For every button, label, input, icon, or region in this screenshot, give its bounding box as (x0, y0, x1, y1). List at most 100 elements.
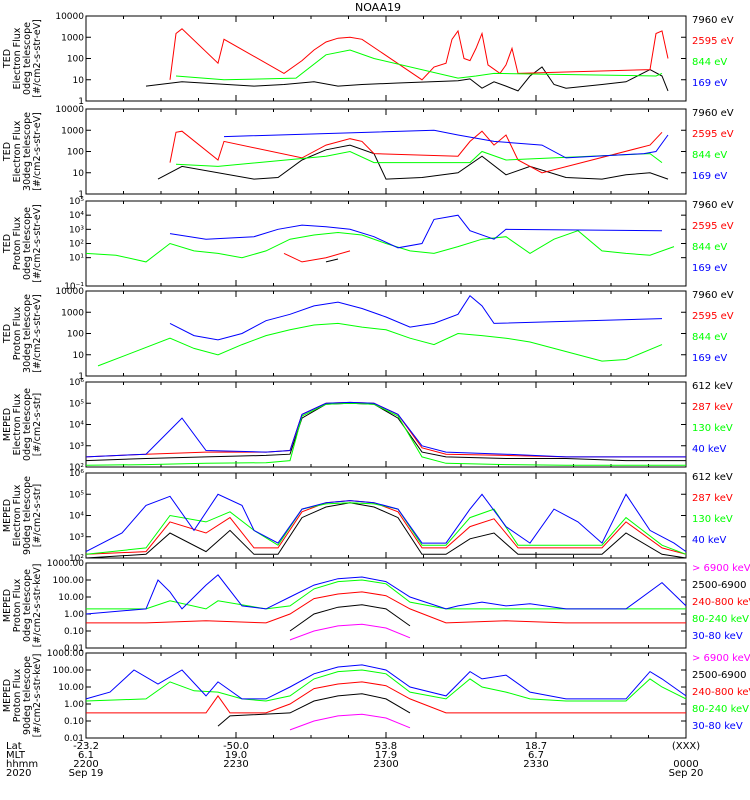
panel-frame (85, 652, 687, 739)
y-tick-label: 1000.00 (47, 649, 84, 659)
series-844-ev (175, 150, 663, 167)
y-axis-label: TEDProton Flux0deg telescope[#/cm2-s-str… (2, 204, 43, 283)
y-tick-label: 1 (78, 190, 84, 200)
y-axis-label: TEDProton Flux30deg telescope[#/cm2-s-st… (2, 294, 43, 373)
series-130-kev (85, 402, 686, 466)
legend-entry: 7960 eV (692, 290, 734, 301)
y-tick-label: 10000 (55, 105, 84, 115)
y-tick-label: 10⁴ (69, 211, 84, 221)
footer-row-label: hhmm (6, 759, 38, 770)
legend-entry: 7960 eV (692, 15, 734, 26)
y-axis-label-line: Proton Flux (12, 578, 23, 632)
legend-entry: 80-240 keV (692, 704, 749, 715)
footer-value: 6.1 (78, 750, 94, 761)
legend-entry: 169 eV (692, 263, 727, 274)
legend-entry: > 6900 keV (692, 563, 750, 574)
footer-value: (XXX) (672, 741, 700, 752)
y-tick-label: 10³ (69, 225, 84, 235)
y-tick-label: 10 (73, 76, 85, 86)
legend-entry: 130 keV (692, 514, 733, 525)
footer-value: Sep 20 (669, 768, 704, 779)
y-tick-label: 10² (69, 463, 84, 473)
chart-title: NOAA19 (355, 1, 401, 14)
series-287-kev (85, 500, 687, 555)
panel-6: 10² 10³ 10⁴ 10⁵ 10⁶ MEPEDElectron Flux90deg t… (2, 469, 733, 564)
series-2500-6900 (217, 693, 411, 727)
footer-value: Sep 19 (69, 768, 104, 779)
series-40-kev (85, 401, 686, 458)
y-tick-label: 10² (69, 240, 84, 250)
y-axis-label-line: 30deg telescope (22, 294, 33, 373)
y-axis-label-line: TED (2, 324, 13, 344)
y-axis-label-line: 30deg telescope (22, 112, 33, 191)
y-tick-label: 0.10 (64, 717, 84, 727)
legend-entry: 240-800 keV (692, 597, 750, 608)
legend-entry: 40 keV (692, 535, 726, 546)
legend-entry: 40 keV (692, 444, 726, 455)
y-axis-label-line: 90deg telescope (22, 476, 33, 555)
y-axis-label-line: MEPED (2, 499, 13, 532)
footer-value: 53.8 (375, 741, 397, 752)
y-tick-label: 10⁶ (69, 469, 84, 479)
series-240-800-kev (86, 681, 686, 714)
y-axis-label-line: [#/cm2-s-str-eV] (32, 294, 43, 373)
legend-entry: 844 eV (692, 57, 727, 68)
series-2595-ev (169, 28, 669, 81)
y-tick-label: 1 (78, 97, 84, 107)
legend-entry: 2595 eV (692, 221, 734, 232)
footer-row-label: Lat (6, 741, 22, 752)
legend-entry: 2595 eV (692, 129, 734, 140)
y-tick-label: 1000 (61, 126, 84, 136)
panel-frame (85, 290, 687, 377)
footer-value: -23.2 (73, 741, 99, 752)
y-axis-label-line: Electron Flux (12, 484, 23, 546)
y-tick-label: 10.00 (58, 593, 84, 603)
legend-entry: 80-240 keV (692, 614, 749, 625)
footer-value: 2200 (73, 759, 98, 770)
y-axis-label: MEPEDElectron Flux0deg telescope[#/cm2-s… (2, 388, 43, 461)
y-tick-label: 10¹ (69, 254, 84, 264)
y-tick-label: 10000 (55, 12, 84, 22)
legend-entry: 169 eV (692, 171, 727, 182)
y-tick-label: 10⁴ (69, 512, 84, 522)
panel-frame (85, 108, 687, 195)
legend-entry: 2500-6900 (692, 670, 747, 681)
series-130-kev (85, 502, 687, 555)
series-7960-ev (325, 258, 339, 263)
series-80-240-kev (86, 579, 686, 610)
y-axis-label-line: MEPED (2, 589, 13, 622)
y-axis-label-line: [#/cm2-s-str-keV] (32, 654, 43, 738)
y-axis-label-line: 0deg telescope (22, 569, 33, 642)
y-axis-label-line: TED (2, 142, 13, 162)
series-612-kev (85, 502, 687, 559)
legend-entry: 2595 eV (692, 36, 734, 47)
y-tick-label: 10⁵ (69, 399, 84, 409)
footer-value: 17.9 (375, 750, 397, 761)
series-844-ev (85, 230, 675, 263)
y-axis-label-line: Electron Flux (12, 393, 23, 455)
y-axis-label-line: Electron Flux (12, 27, 23, 89)
y-tick-label: 10000 (55, 287, 84, 297)
series-6900-kev (289, 713, 411, 731)
panel-7: 0.01 0.10 1.00 10.00 100.00 1000.00 MEPEDProto… (2, 559, 750, 654)
y-axis-label: MEPEDProton Flux0deg telescope[#/cm2-s-s… (2, 564, 43, 648)
y-tick-label: 10⁶ (69, 378, 84, 388)
legend-entry: 130 keV (692, 423, 733, 434)
y-tick-label: 10⁴ (69, 421, 84, 431)
series-7960-ev (157, 144, 669, 180)
y-tick-label: 10⁵ (69, 197, 84, 207)
footer-row-label: MLT (6, 750, 26, 761)
y-axis-label-line: 0deg telescope (22, 388, 33, 461)
y-tick-label: 10 (73, 351, 85, 361)
y-tick-label: 1.00 (64, 700, 84, 710)
panel-frame (85, 562, 687, 649)
series-169-ev (223, 129, 669, 159)
legend-entry: 7960 eV (692, 108, 734, 119)
panel-8: 0.01 0.10 1.00 10.00 100.00 1000.00 MEPEDProto… (2, 649, 750, 744)
legend-entry: 612 keV (692, 472, 733, 483)
panel-4: 1 10 100 1000 10000 TEDProton Flux30deg teles… (2, 287, 734, 382)
footer-value: 2330 (523, 759, 548, 770)
y-tick-label: 0.01 (64, 644, 84, 654)
legend-entry: 844 eV (692, 332, 727, 343)
